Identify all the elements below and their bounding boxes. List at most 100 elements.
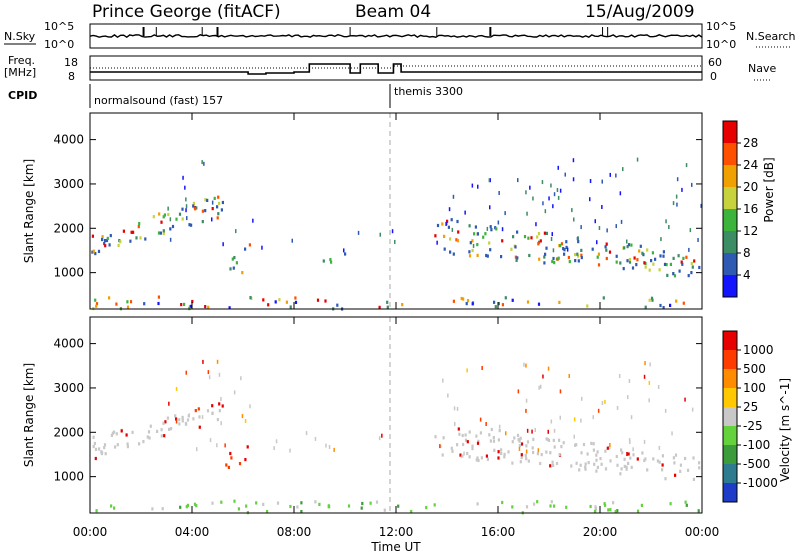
heatmap-cell <box>581 396 583 401</box>
heatmap-cell <box>171 224 175 229</box>
heatmap-cell <box>644 457 647 461</box>
heatmap-cell <box>557 195 560 200</box>
heatmap-cell <box>637 509 640 513</box>
heatmap-cell <box>545 437 548 441</box>
heatmap-cell <box>188 413 190 418</box>
heatmap-cell <box>566 247 569 252</box>
colorbar-swatch <box>723 187 737 210</box>
colorbar-tick-label: 4 <box>743 268 751 282</box>
heatmap-cell <box>182 175 184 180</box>
heatmap-cell <box>657 385 660 389</box>
heatmap-cell <box>628 260 632 264</box>
heatmap-cell <box>550 183 552 188</box>
heatmap-cell <box>464 438 468 442</box>
heatmap-cell <box>552 438 555 442</box>
heatmap-cell <box>175 217 178 221</box>
heatmap-cell <box>466 368 468 373</box>
heatmap-cell <box>116 443 119 447</box>
heatmap-cell <box>596 465 599 469</box>
heatmap-cell <box>138 222 141 226</box>
heatmap-cell <box>582 442 586 447</box>
x-tick-label: 12:00 <box>379 525 414 539</box>
heatmap-cell <box>137 225 140 229</box>
heatmap-cell <box>652 457 655 461</box>
heatmap-cell <box>289 305 292 309</box>
heatmap-cell <box>443 247 446 251</box>
heatmap-cell <box>658 460 661 464</box>
heatmap-cell <box>604 467 608 471</box>
heatmap-cell <box>636 457 639 461</box>
heatmap-cell <box>379 232 381 237</box>
colorbar-tick-label: 500 <box>743 362 766 376</box>
heatmap-cell <box>217 195 220 199</box>
heatmap-cell <box>132 230 135 234</box>
heatmap-cell <box>191 299 194 304</box>
heatmap-cell <box>676 202 678 207</box>
heatmap-cell <box>605 248 608 252</box>
velocity-y-ticks: 4000 3000 2000 1000 <box>53 337 702 484</box>
heatmap-cell <box>497 220 500 225</box>
heatmap-cell <box>609 508 612 512</box>
heatmap-cell <box>456 219 459 224</box>
heatmap-cell <box>552 256 555 261</box>
heatmap-cell <box>559 389 562 394</box>
heatmap-cell <box>361 501 364 506</box>
heatmap-cell <box>578 468 581 472</box>
heatmap-cell <box>596 240 598 245</box>
heatmap-cell <box>570 464 573 468</box>
heatmap-cell <box>622 167 624 172</box>
heatmap-cell <box>229 267 232 271</box>
heatmap-cell <box>151 507 154 511</box>
heatmap-cell <box>459 453 462 457</box>
heatmap-cell <box>357 230 360 235</box>
heatmap-cell <box>91 234 94 238</box>
heatmap-cell <box>688 247 690 252</box>
heatmap-cell <box>397 504 400 508</box>
heatmap-cell <box>206 409 210 413</box>
heatmap-cell <box>455 238 458 242</box>
heatmap-cell <box>196 447 198 452</box>
heatmap-cell <box>662 306 665 310</box>
heatmap-cell <box>209 438 212 443</box>
heatmap-cell <box>565 505 568 509</box>
heatmap-cell <box>516 256 519 260</box>
heatmap-cell <box>649 362 651 367</box>
heatmap-cell <box>536 500 539 504</box>
colorbar-tick-label: 16 <box>743 202 758 216</box>
heatmap-cell <box>604 503 607 507</box>
heatmap-cell <box>468 455 471 459</box>
heatmap-cell <box>580 451 583 455</box>
heatmap-cell <box>458 432 461 436</box>
heatmap-cell <box>110 433 113 437</box>
heatmap-cell <box>448 207 451 212</box>
heatmap-cell <box>552 204 554 209</box>
heatmap-cell <box>539 461 542 466</box>
heatmap-cell <box>604 399 606 404</box>
heatmap-cell <box>559 415 561 420</box>
heatmap-cell <box>160 428 163 432</box>
heatmap-cell <box>648 298 651 302</box>
heatmap-cell <box>166 416 169 420</box>
heatmap-cell <box>456 406 459 411</box>
heatmap-cell <box>314 500 317 504</box>
heatmap-cell <box>572 158 575 163</box>
heatmap-cell <box>661 454 664 458</box>
heatmap-cell <box>537 242 540 246</box>
heatmap-cell <box>451 227 454 232</box>
heatmap-cell <box>542 201 544 206</box>
heatmap-cell <box>635 263 638 267</box>
colorbar-tick-label: 20 <box>743 180 758 194</box>
heatmap-cell <box>503 455 506 459</box>
heatmap-cell <box>503 452 506 456</box>
heatmap-cell <box>536 235 539 239</box>
heatmap-cell <box>194 207 197 211</box>
heatmap-cell <box>632 447 634 452</box>
colorbar-tick-label: 25 <box>743 400 758 414</box>
heatmap-cell <box>244 419 247 423</box>
heatmap-cell <box>580 248 583 252</box>
heatmap-cell <box>178 418 181 422</box>
heatmap-cell <box>587 461 590 465</box>
power-colorbar: 28 24 20 16 12 8 4 <box>722 120 758 298</box>
heatmap-cell <box>675 299 678 303</box>
noise-tick-top-left: 10^5 <box>44 20 74 33</box>
